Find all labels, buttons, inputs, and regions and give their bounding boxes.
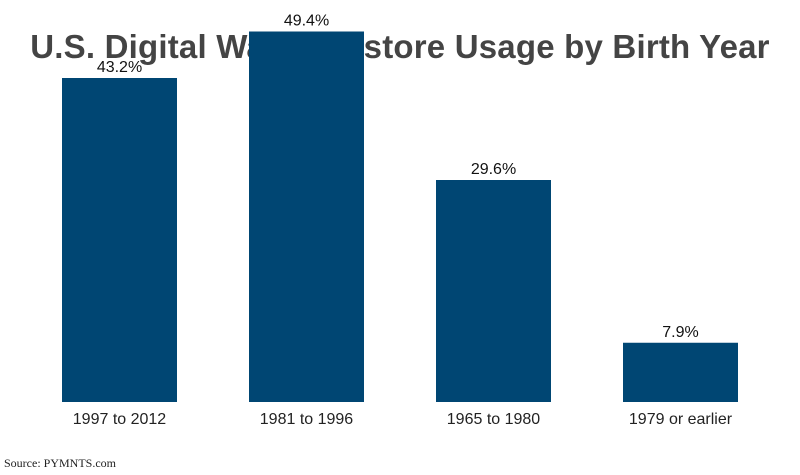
category-label-4: 1979 or earlier (629, 411, 733, 428)
bar-2 (249, 31, 364, 402)
category-labels-group: 1997 to 2012 1981 to 1996 1965 to 1980 1979… (73, 411, 733, 428)
bar-1 (62, 78, 177, 402)
value-labels-group: 43.2% 49.4% 29.6% 7.9% (97, 13, 699, 341)
bar-3 (436, 180, 551, 402)
bar-4 (623, 342, 738, 402)
category-label-1: 1997 to 2012 (73, 411, 167, 428)
value-label-1: 43.2% (97, 59, 142, 76)
chart-title: U.S. Digital Wallet In-store Usage by Bi… (30, 28, 770, 65)
value-label-2: 49.4% (284, 13, 329, 30)
source-note: Source: PYMNTS.com (4, 456, 116, 470)
category-label-2: 1981 to 1996 (260, 411, 354, 428)
bars-group (62, 31, 738, 402)
category-label-3: 1965 to 1980 (447, 411, 541, 428)
value-label-4: 7.9% (662, 324, 698, 341)
value-label-3: 29.6% (471, 161, 516, 178)
